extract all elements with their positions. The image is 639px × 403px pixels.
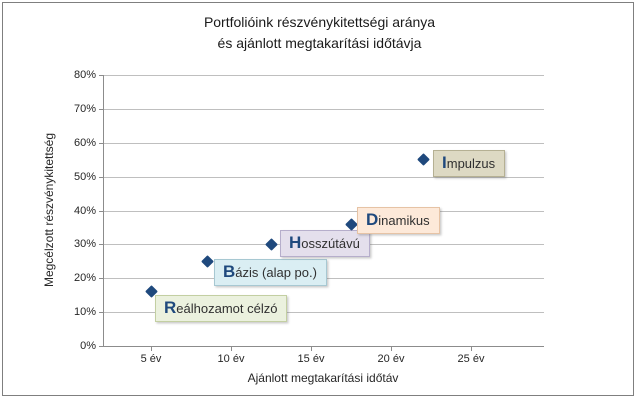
series-label-initial: B (223, 262, 236, 282)
x-tick-mark (151, 347, 152, 351)
series-label-text: eálhozamot célzó (176, 300, 278, 316)
series-label-text: mpulzus (446, 155, 496, 171)
y-tick-label: 80% (73, 69, 96, 81)
x-tick-label: 25 év (457, 353, 485, 365)
x-axis-title: Ajánlott megtakarítási időtáv (247, 371, 399, 385)
y-tick-label: 70% (73, 102, 96, 115)
gridline (104, 312, 544, 314)
series-label-text: osszútávú (301, 236, 360, 252)
gridline (104, 142, 544, 144)
y-tick-label: 50% (73, 170, 96, 183)
y-tick-mark (99, 312, 103, 314)
x-tick-mark (311, 347, 312, 351)
x-tick-label: 5 év (140, 353, 162, 365)
x-tick-label: 20 év (377, 353, 405, 365)
x-tick-mark (231, 347, 232, 351)
y-tick-label: 60% (73, 136, 96, 149)
y-tick-mark (99, 346, 103, 347)
series-label: Dinamikus (357, 207, 440, 235)
series-label: Hosszútávú (280, 230, 370, 258)
y-tick-label: 30% (73, 238, 96, 251)
x-tick-label: 15 év (297, 353, 325, 365)
y-tick-mark (99, 278, 103, 280)
x-tick-label: 10 év (217, 353, 245, 365)
series-label-initial: I (442, 152, 447, 172)
chart-title: Portfolióink részvénykitettségi aránya é… (0, 12, 639, 54)
series-label-initial: D (366, 210, 379, 230)
series-label-initial: H (289, 233, 302, 253)
gridline (104, 108, 544, 110)
y-tick-mark (99, 75, 103, 76)
series-label: Bázis (alap po.) (214, 259, 327, 287)
y-tick-mark (99, 142, 103, 144)
chart-title-line-2: és ajánlott megtakarítási időtávja (217, 35, 422, 51)
chart-border (2, 2, 634, 396)
series-label: Impulzus (433, 149, 506, 177)
gridline (104, 210, 544, 212)
gridline (104, 75, 544, 76)
y-tick-mark (99, 108, 103, 110)
chart-title-line-1: Portfolióink részvénykitettségi aránya (203, 14, 436, 30)
y-tick-mark (99, 176, 103, 178)
gridline (104, 176, 544, 178)
x-tick-mark (471, 347, 472, 351)
y-tick-mark (99, 210, 103, 212)
series-label-initial: R (164, 297, 177, 317)
series-label-text: ázis (alap po.) (235, 265, 317, 281)
x-tick-mark (391, 347, 392, 351)
y-tick-label: 10% (73, 306, 96, 319)
y-tick-label: 40% (73, 204, 96, 217)
series-label: Reálhozamot célzó (155, 294, 288, 322)
y-tick-label: 0% (80, 340, 96, 352)
y-tick-mark (99, 244, 103, 246)
y-tick-label: 20% (73, 272, 96, 285)
series-label-text: inamikus (378, 213, 430, 229)
